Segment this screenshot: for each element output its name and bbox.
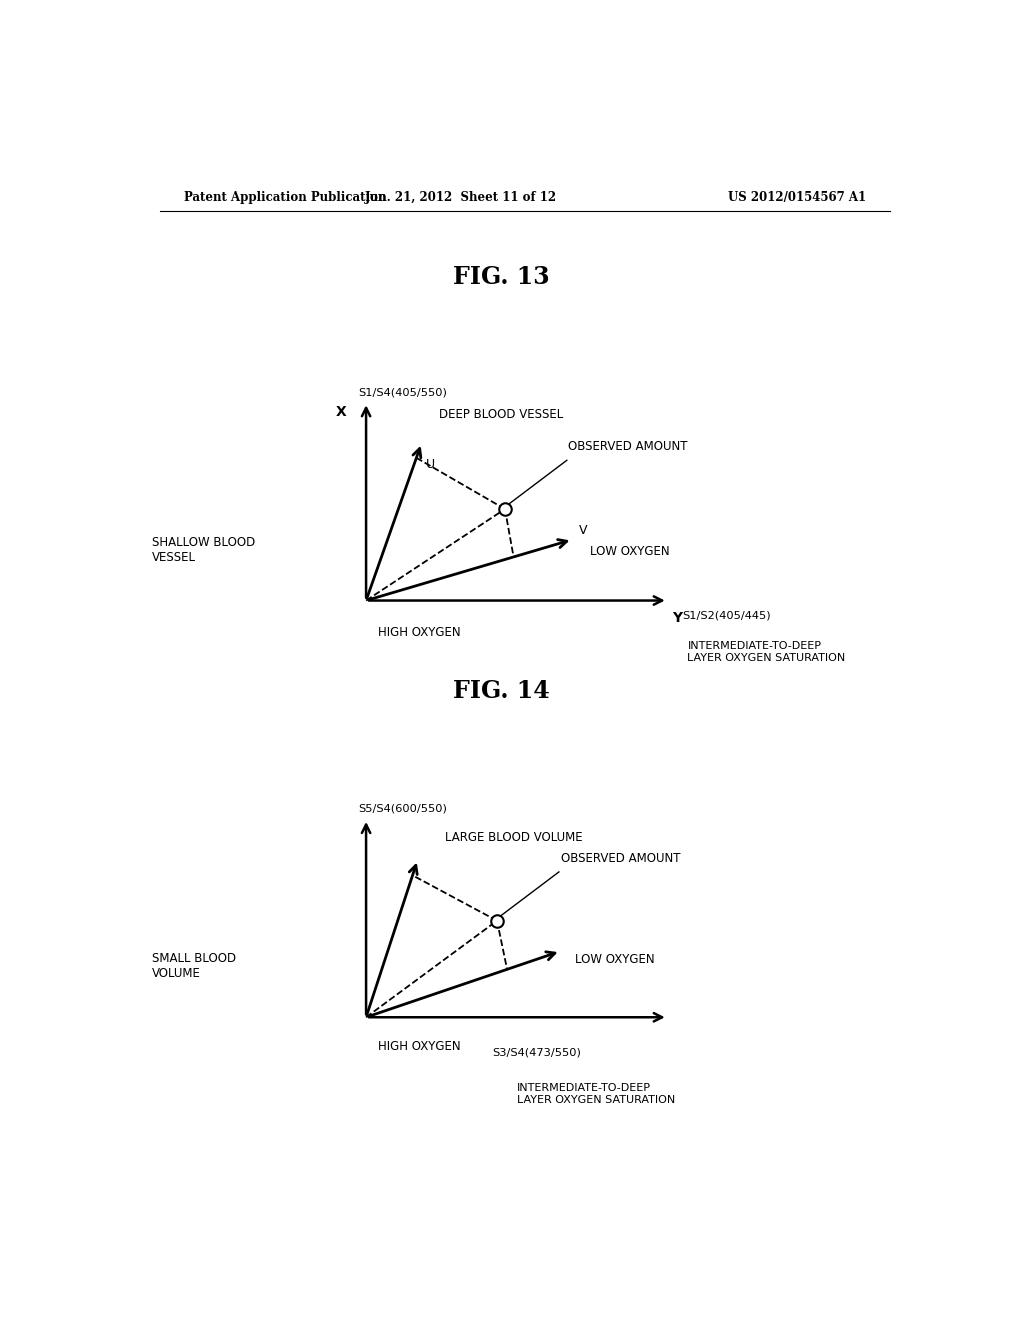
Text: DEEP BLOOD VESSEL: DEEP BLOOD VESSEL <box>439 408 563 421</box>
Text: US 2012/0154567 A1: US 2012/0154567 A1 <box>728 191 866 203</box>
Text: Patent Application Publication: Patent Application Publication <box>183 191 386 203</box>
Text: LOW OXYGEN: LOW OXYGEN <box>574 953 654 966</box>
Text: FIG. 13: FIG. 13 <box>453 265 549 289</box>
Text: LARGE BLOOD VOLUME: LARGE BLOOD VOLUME <box>445 832 583 845</box>
Text: Y: Y <box>672 611 682 624</box>
Text: HIGH OXYGEN: HIGH OXYGEN <box>378 1040 461 1052</box>
Text: FIG. 14: FIG. 14 <box>453 678 549 702</box>
Text: U: U <box>426 458 435 471</box>
Text: INTERMEDIATE-TO-DEEP
LAYER OXYGEN SATURATION: INTERMEDIATE-TO-DEEP LAYER OXYGEN SATURA… <box>517 1084 675 1105</box>
Text: S1/S2(405/445): S1/S2(405/445) <box>682 611 770 620</box>
Text: SHALLOW BLOOD
VESSEL: SHALLOW BLOOD VESSEL <box>152 536 255 564</box>
Text: INTERMEDIATE-TO-DEEP
LAYER OXYGEN SATURATION: INTERMEDIATE-TO-DEEP LAYER OXYGEN SATURA… <box>687 642 846 663</box>
Text: S5/S4(600/550): S5/S4(600/550) <box>358 804 447 814</box>
Text: X: X <box>336 405 346 420</box>
Text: S3/S4(473/550): S3/S4(473/550) <box>493 1048 582 1057</box>
Text: S1/S4(405/550): S1/S4(405/550) <box>358 387 447 397</box>
Text: HIGH OXYGEN: HIGH OXYGEN <box>378 626 461 639</box>
Text: SMALL BLOOD
VOLUME: SMALL BLOOD VOLUME <box>152 953 236 981</box>
Text: OBSERVED AMOUNT: OBSERVED AMOUNT <box>568 440 688 453</box>
Text: LOW OXYGEN: LOW OXYGEN <box>590 545 670 557</box>
Text: Jun. 21, 2012  Sheet 11 of 12: Jun. 21, 2012 Sheet 11 of 12 <box>366 191 557 203</box>
Text: OBSERVED AMOUNT: OBSERVED AMOUNT <box>560 851 680 865</box>
Text: V: V <box>579 524 588 536</box>
